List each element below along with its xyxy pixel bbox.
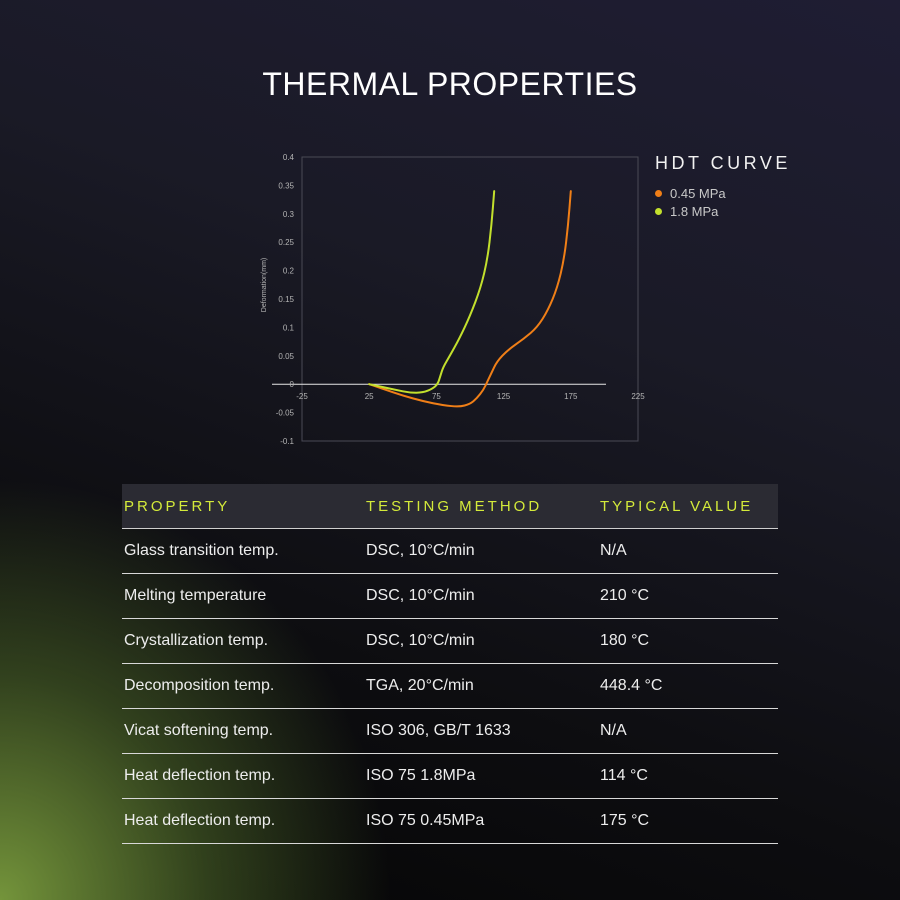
series-line-1 — [368, 190, 496, 394]
x-tick-label: 175 — [564, 392, 578, 401]
cell-method: DSC, 10°C/min — [366, 542, 475, 559]
hdt-chart: 0.4 0.35 0.3 0.25 0.2 0.15 0.1 0.05 0 -0.05 -0.1 -2… — [261, 153, 645, 446]
x-tick-label: -25 — [296, 392, 308, 401]
cell-property: Glass transition temp. — [124, 542, 279, 559]
table-header: PROPERTY TESTING METHOD TYPICAL VALUE — [122, 484, 778, 529]
cell-method: TGA, 20°C/min — [366, 677, 474, 694]
x-tick-label: 75 — [432, 392, 441, 401]
legend-label: 1.8 MPa — [670, 203, 719, 219]
cell-method: ISO 306, GB/T 1633 — [366, 722, 511, 739]
y-tick-label: 0.4 — [283, 153, 295, 162]
legend-dot-icon — [655, 189, 662, 197]
legend-item-045: 0.45 MPa — [655, 184, 791, 202]
cell-property: Heat deflection temp. — [124, 812, 276, 829]
y-tick-label: 0.15 — [278, 295, 294, 304]
y-tick-label: 0.35 — [278, 181, 294, 190]
table-row: Vicat softening temp. ISO 306, GB/T 1633… — [122, 709, 778, 754]
cell-method: DSC, 10°C/min — [366, 587, 475, 604]
y-tick-label: 0.05 — [278, 352, 294, 361]
table-row: Decomposition temp. TGA, 20°C/min 448.4 … — [122, 664, 778, 709]
properties-table: PROPERTY TESTING METHOD TYPICAL VALUE Gl… — [122, 484, 778, 844]
y-tick-label: 0 — [290, 380, 295, 389]
x-tick-label: 225 — [631, 392, 645, 401]
table-row: Heat deflection temp. ISO 75 0.45MPa 175… — [122, 799, 778, 844]
cell-value: 448.4 °C — [600, 677, 663, 694]
chart-legend: HDT CURVE 0.45 MPa 1.8 MPa — [655, 153, 791, 220]
cell-property: Decomposition temp. — [124, 677, 275, 694]
cell-property: Vicat softening temp. — [124, 722, 274, 739]
header-testing-method: TESTING METHOD — [366, 497, 543, 515]
cell-method: ISO 75 0.45MPa — [366, 812, 485, 829]
cell-value: 175 °C — [600, 812, 650, 829]
legend-dot-icon — [655, 207, 662, 215]
cell-property: Melting temperature — [124, 587, 267, 604]
table-row: Crystallization temp. DSC, 10°C/min 180 … — [122, 619, 778, 664]
cell-property: Crystallization temp. — [124, 632, 269, 649]
table-row: Melting temperature DSC, 10°C/min 210 °C — [122, 574, 778, 619]
plot-frame — [301, 156, 639, 442]
cell-value: N/A — [600, 722, 627, 739]
cell-value: 210 °C — [600, 587, 650, 604]
y-tick-label: -0.1 — [280, 437, 294, 446]
y-tick-label: 0.3 — [283, 210, 295, 219]
y-tick-label: 0.2 — [283, 267, 295, 276]
header-typical-value: TYPICAL VALUE — [600, 497, 754, 515]
cell-method: DSC, 10°C/min — [366, 632, 475, 649]
y-tick-label: 0.25 — [278, 238, 294, 247]
x-tick-label: 125 — [497, 392, 511, 401]
legend-label: 0.45 MPa — [670, 185, 726, 201]
legend-item-18: 1.8 MPa — [655, 202, 791, 220]
page-title: THERMAL PROPERTIES — [262, 66, 638, 102]
table-row: Glass transition temp. DSC, 10°C/min N/A — [122, 529, 778, 574]
y-axis-label: Deformation(mm) — [261, 258, 268, 312]
x-tick-label: 25 — [365, 392, 374, 401]
cell-value: 114 °C — [600, 767, 648, 784]
cell-method: ISO 75 1.8MPa — [366, 767, 476, 784]
header-property: PROPERTY — [124, 497, 231, 515]
cell-property: Heat deflection temp. — [124, 767, 276, 784]
y-tick-label: -0.05 — [276, 409, 295, 418]
cell-value: 180 °C — [600, 632, 650, 649]
cell-value: N/A — [600, 542, 627, 559]
table-row: Heat deflection temp. ISO 75 1.8MPa 114 … — [122, 754, 778, 799]
y-tick-label: 0.1 — [283, 323, 295, 332]
chart-title: HDT CURVE — [655, 153, 791, 173]
series-line-0 — [368, 190, 572, 408]
